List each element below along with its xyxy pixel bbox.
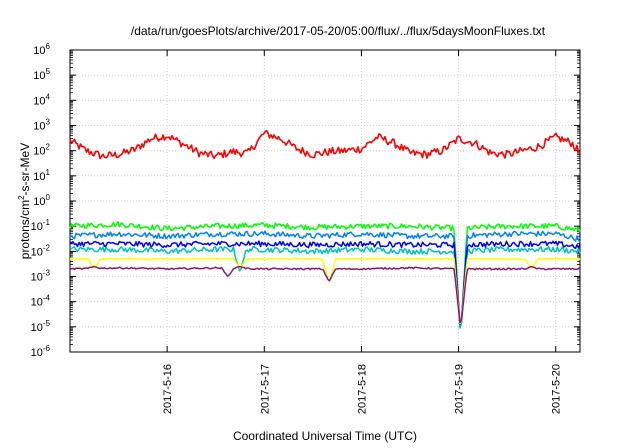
y-axis-label-sup: 2 <box>17 195 26 200</box>
y-tick-exponent: 0 <box>46 193 51 202</box>
y-tick-label: 106 <box>33 42 50 57</box>
y-axis-label: protons/cm2-s-sr-MeV <box>17 143 32 259</box>
y-tick-exponent: 5 <box>46 67 51 76</box>
series-line-3 <box>69 230 581 328</box>
y-tick-base: 10 <box>31 347 43 359</box>
y-tick-exponent: -4 <box>43 294 51 303</box>
y-tick-exponent: -3 <box>43 269 51 278</box>
y-tick-exponent: 3 <box>46 118 51 127</box>
series-line-2 <box>69 221 581 329</box>
y-tick-base: 10 <box>33 121 45 133</box>
y-tick-exponent: 6 <box>46 42 51 51</box>
series-line-4 <box>69 245 581 328</box>
x-tick-label: 2017-5-19 <box>454 364 466 414</box>
x-tick-label: 2017-5-20 <box>551 364 563 414</box>
y-tick-exponent: 1 <box>46 168 51 177</box>
y-tick-label: 102 <box>33 143 50 158</box>
y-tick-label: 104 <box>33 92 50 107</box>
y-tick-exponent: -6 <box>43 344 51 353</box>
y-axis: 10-610-510-410-310-210-11001011021031041… <box>31 42 580 359</box>
y-tick-exponent: 2 <box>46 143 51 152</box>
series-line-7 <box>69 265 581 324</box>
y-axis-label-main: protons/cm <box>18 200 32 259</box>
y-tick-label: 10-6 <box>31 344 51 359</box>
y-tick-base: 10 <box>31 272 43 284</box>
y-tick-label: 105 <box>33 67 50 82</box>
chart-title: /data/run/goesPlots/archive/2017-05-20/0… <box>131 24 546 38</box>
y-tick-base: 10 <box>33 95 45 107</box>
y-tick-label: 103 <box>33 118 50 133</box>
y-tick-label: 100 <box>33 193 50 208</box>
y-tick-label: 10-5 <box>31 319 51 334</box>
x-tick-label: 2017-5-18 <box>356 364 368 414</box>
y-tick-exponent: -1 <box>43 218 51 227</box>
y-tick-base: 10 <box>33 70 45 82</box>
y-tick-base: 10 <box>31 322 43 334</box>
x-tick-label: 2017-5-17 <box>259 364 271 414</box>
y-tick-base: 10 <box>31 246 43 258</box>
x-axis: 2017-5-16 2017-5-17 2017-5-18 2017-5-19 2017… <box>162 50 563 414</box>
y-tick-exponent: -5 <box>43 319 51 328</box>
y-tick-base: 10 <box>33 146 45 158</box>
y-tick-label: 10-3 <box>31 269 51 284</box>
y-tick-base: 10 <box>33 196 45 208</box>
y-tick-label: 10-2 <box>31 243 51 258</box>
x-tick-label: 2017-5-16 <box>162 364 174 414</box>
y-tick-label: 101 <box>33 168 50 183</box>
series-line-5 <box>69 240 581 326</box>
y-tick-base: 10 <box>33 45 45 57</box>
x-axis-label: Coordinated Universal Time (UTC) <box>233 429 417 443</box>
y-tick-base: 10 <box>31 297 43 309</box>
y-tick-exponent: -2 <box>43 243 51 252</box>
y-axis-label-rest: -s-sr-MeV <box>18 143 32 196</box>
y-tick-label: 10-4 <box>31 294 51 309</box>
grid <box>70 50 580 352</box>
series-lines <box>69 129 581 329</box>
series-line-6 <box>69 257 581 325</box>
series-line-1 <box>69 129 581 160</box>
y-tick-exponent: 4 <box>46 92 51 101</box>
y-tick-base: 10 <box>31 221 43 233</box>
y-tick-label: 10-1 <box>31 218 51 233</box>
y-tick-base: 10 <box>33 171 45 183</box>
